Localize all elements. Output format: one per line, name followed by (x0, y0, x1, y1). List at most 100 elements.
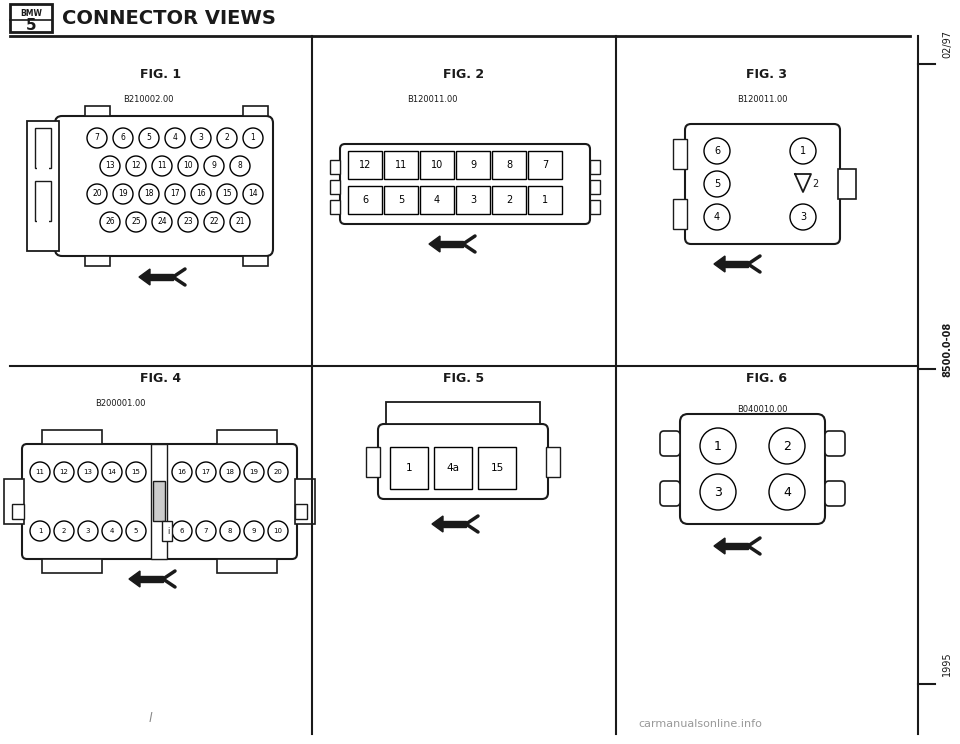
Bar (546, 447, 560, 477)
Circle shape (126, 212, 146, 232)
Text: FIG. 3: FIG. 3 (747, 68, 787, 80)
Text: 14: 14 (249, 190, 258, 199)
Circle shape (220, 462, 240, 482)
Text: 12: 12 (132, 161, 141, 170)
Text: 4: 4 (109, 528, 114, 534)
Text: FIG. 4: FIG. 4 (140, 373, 181, 385)
Circle shape (78, 462, 98, 482)
Text: B120011.00: B120011.00 (736, 94, 787, 103)
Bar (492, 151, 526, 179)
Text: 13: 13 (84, 469, 92, 475)
Text: 15: 15 (491, 463, 504, 473)
Circle shape (126, 521, 146, 541)
Circle shape (126, 156, 146, 176)
FancyBboxPatch shape (660, 431, 680, 456)
Circle shape (30, 521, 50, 541)
Circle shape (196, 521, 216, 541)
Text: 3: 3 (470, 195, 476, 205)
Text: 18: 18 (226, 469, 234, 475)
Polygon shape (139, 269, 150, 285)
Circle shape (217, 184, 237, 204)
Text: 26: 26 (106, 217, 115, 226)
Bar (420, 151, 454, 179)
Bar (162, 521, 172, 541)
Text: 2: 2 (812, 179, 818, 189)
Circle shape (54, 462, 74, 482)
Bar (153, 481, 165, 521)
Bar (590, 160, 600, 174)
Text: 15: 15 (222, 190, 231, 199)
Circle shape (139, 184, 159, 204)
Text: FIG. 5: FIG. 5 (444, 373, 485, 385)
FancyBboxPatch shape (680, 414, 825, 524)
Circle shape (172, 462, 192, 482)
Text: 3: 3 (199, 133, 204, 143)
Text: 9: 9 (470, 160, 476, 170)
Text: B120011.00: B120011.00 (407, 94, 457, 103)
Text: 5: 5 (26, 19, 36, 33)
Text: 1: 1 (406, 463, 412, 473)
Circle shape (113, 184, 133, 204)
FancyBboxPatch shape (378, 424, 548, 499)
Circle shape (87, 128, 107, 148)
Circle shape (217, 128, 237, 148)
Text: 4: 4 (173, 133, 178, 143)
Bar (384, 151, 418, 179)
Text: B210002.00: B210002.00 (123, 94, 173, 103)
Bar (243, 106, 268, 116)
Text: i: i (167, 527, 169, 536)
Polygon shape (725, 261, 748, 267)
Text: 9: 9 (211, 161, 216, 170)
Bar (217, 430, 277, 444)
Bar (295, 504, 307, 519)
FancyBboxPatch shape (685, 124, 840, 244)
Bar (85, 256, 110, 266)
Bar (42, 559, 102, 573)
Polygon shape (443, 521, 466, 527)
Text: 6: 6 (362, 195, 368, 205)
Text: FIG. 1: FIG. 1 (140, 68, 181, 80)
Bar (330, 180, 340, 194)
Text: 4: 4 (434, 195, 440, 205)
Bar (85, 106, 110, 116)
Bar (10, 4, 52, 32)
FancyBboxPatch shape (825, 481, 845, 506)
Bar (42, 430, 102, 444)
Circle shape (30, 462, 50, 482)
Bar (673, 139, 687, 169)
Bar (366, 447, 380, 477)
Text: 22: 22 (209, 217, 219, 226)
Circle shape (268, 462, 288, 482)
Polygon shape (725, 543, 748, 549)
Text: 7: 7 (541, 160, 548, 170)
Text: 15: 15 (132, 469, 140, 475)
Text: 18: 18 (144, 190, 154, 199)
Text: 4a: 4a (446, 463, 460, 473)
Bar (838, 169, 856, 199)
Text: 11: 11 (157, 161, 167, 170)
Text: B030015.06: B030015.06 (404, 405, 455, 414)
Polygon shape (432, 516, 443, 532)
Text: 14: 14 (108, 469, 116, 475)
Text: 3: 3 (85, 528, 90, 534)
Text: FIG. 2: FIG. 2 (444, 68, 485, 80)
Circle shape (243, 128, 263, 148)
Circle shape (790, 138, 816, 164)
Bar (590, 200, 600, 214)
Bar (35, 181, 51, 221)
Bar (27, 121, 59, 251)
Polygon shape (140, 576, 163, 582)
Bar (456, 186, 490, 214)
Circle shape (700, 474, 736, 510)
Text: 2: 2 (225, 133, 229, 143)
Circle shape (139, 128, 159, 148)
Text: 8: 8 (228, 528, 232, 534)
Text: 10: 10 (183, 161, 193, 170)
Bar (295, 479, 315, 524)
Circle shape (178, 212, 198, 232)
Polygon shape (129, 571, 140, 587)
Text: 17: 17 (202, 469, 210, 475)
Bar (528, 186, 562, 214)
Text: 8500.0-08: 8500.0-08 (942, 321, 952, 376)
Bar (590, 180, 600, 194)
